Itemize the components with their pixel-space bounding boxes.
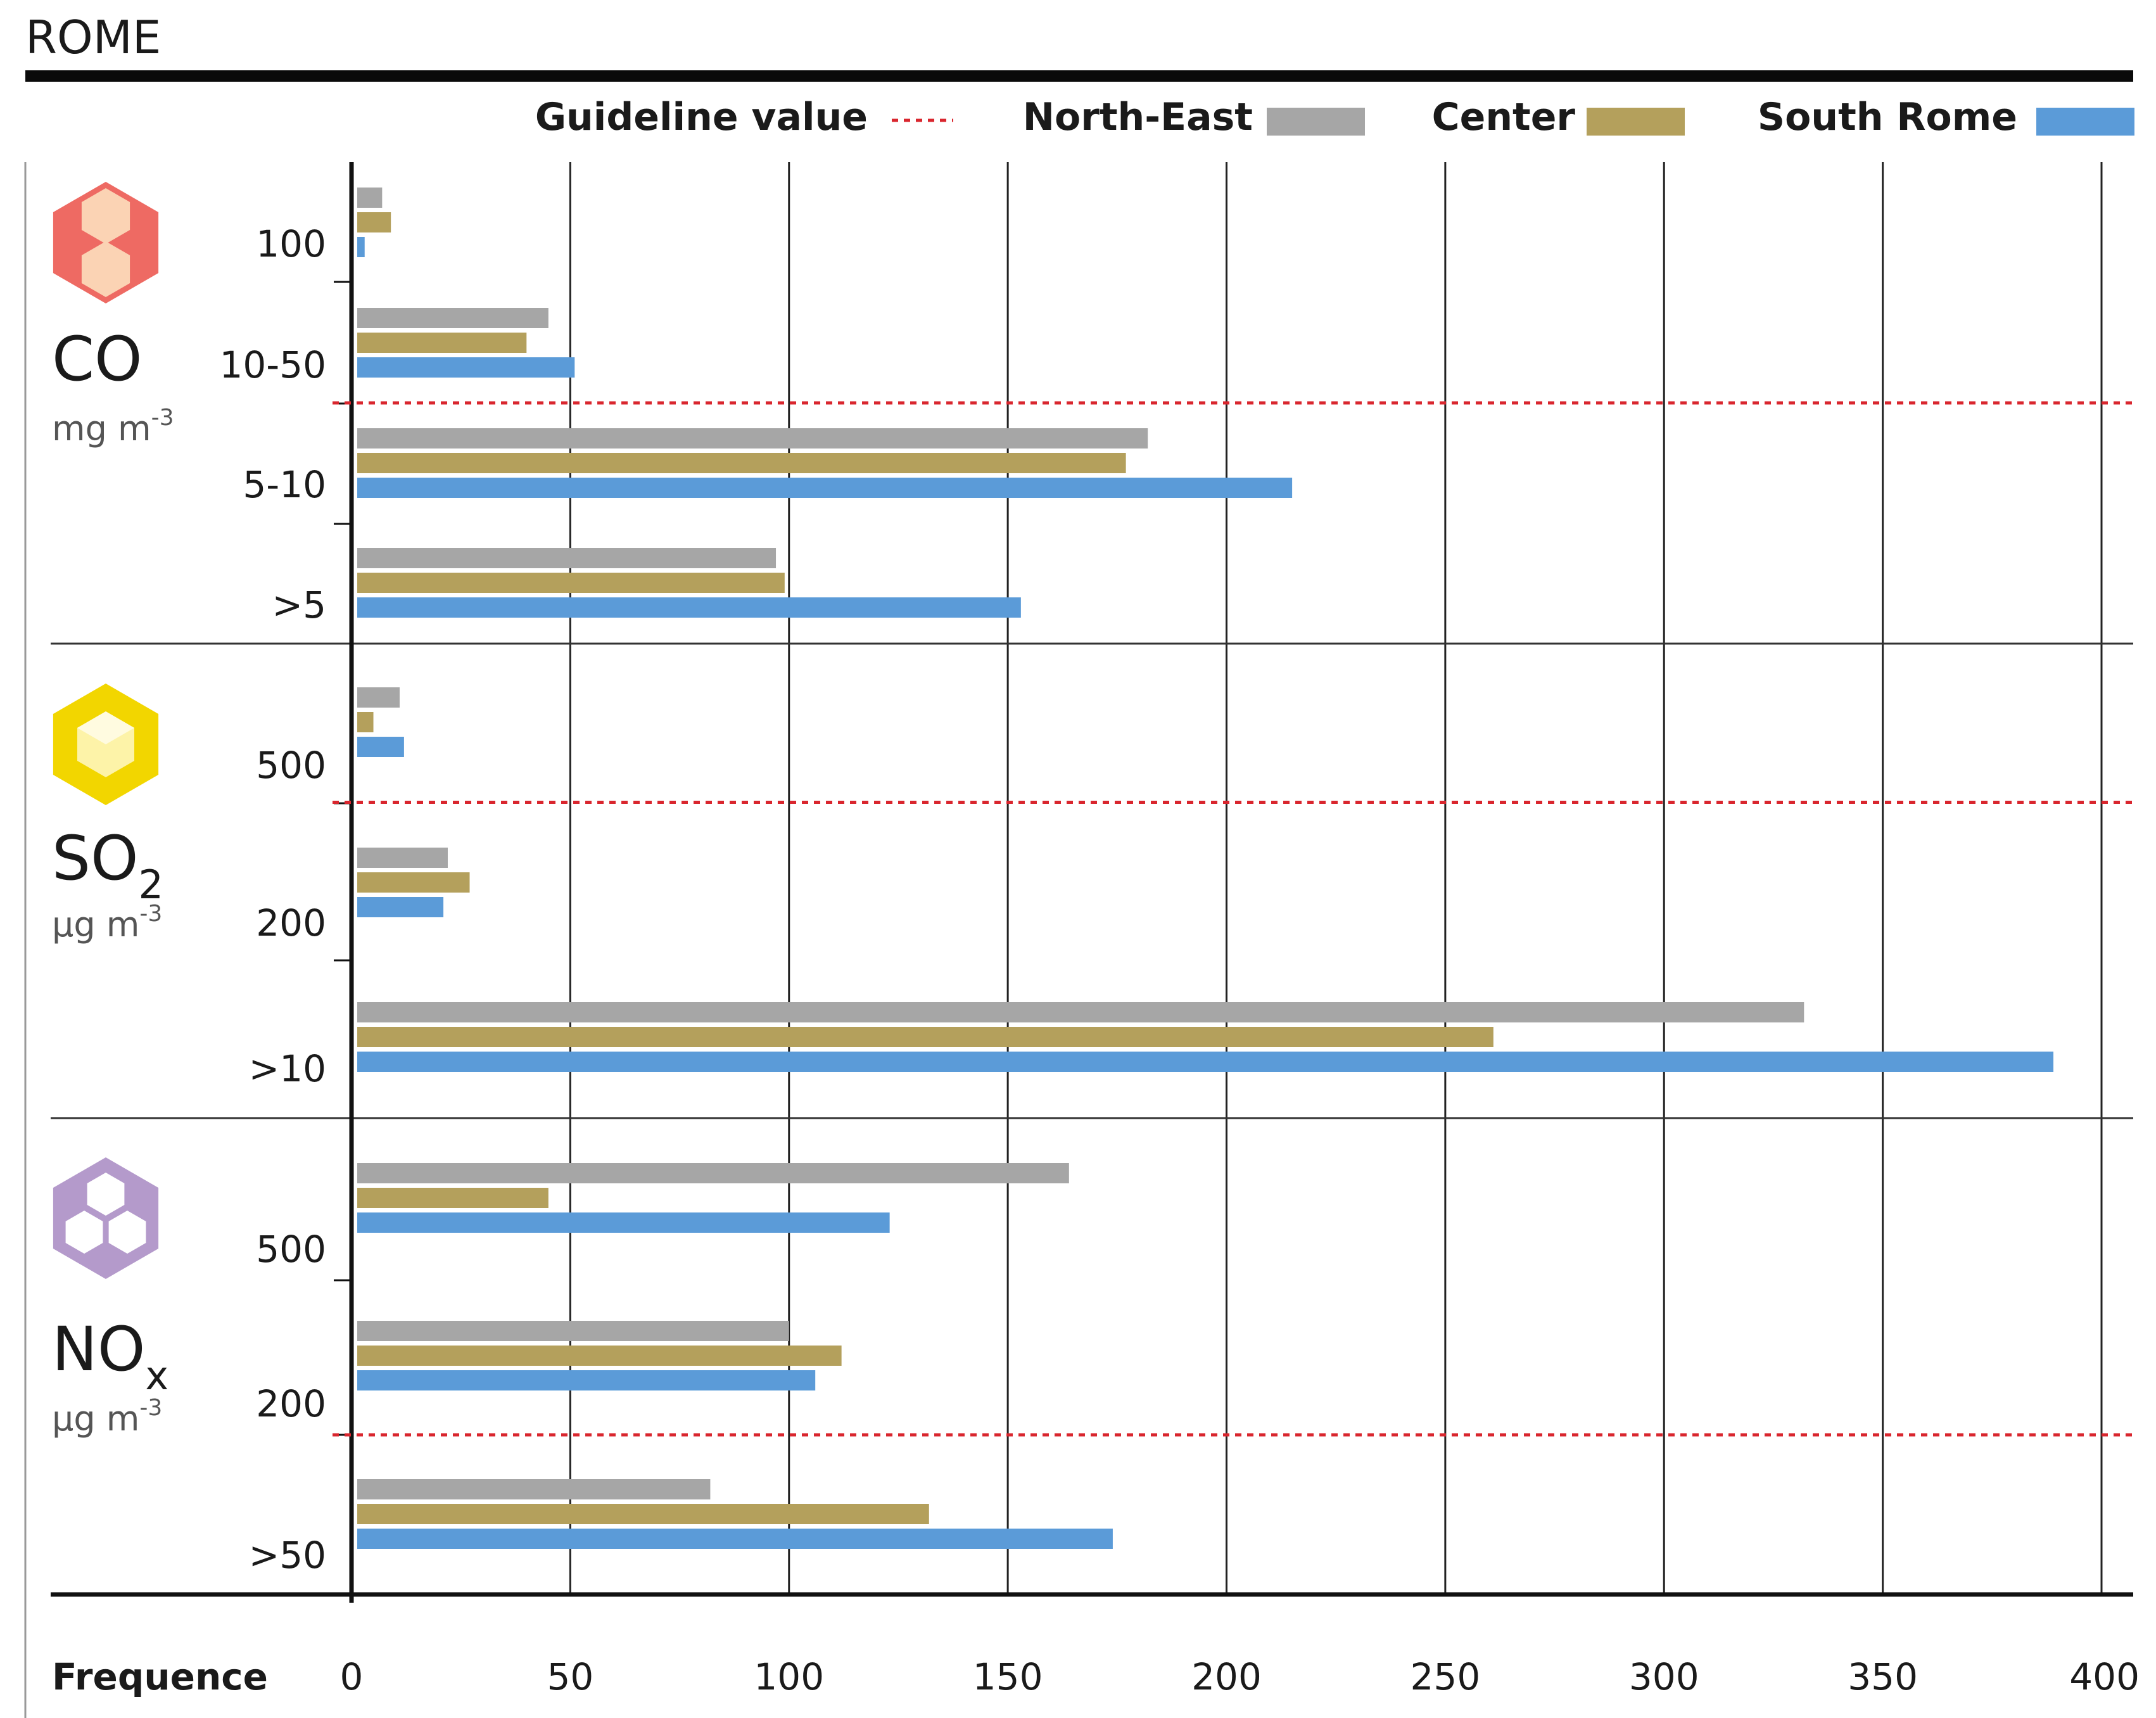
panel-1: CO mg m-3 100 10-50 5-10 >5 bbox=[52, 188, 2133, 627]
unit-base-3: µg m bbox=[52, 1399, 139, 1439]
bar-3-0-1 bbox=[357, 1188, 549, 1208]
legend-swatch-1 bbox=[1587, 108, 1685, 136]
bar-3-2-1 bbox=[357, 1504, 929, 1524]
pollutant-formula-3: NO bbox=[52, 1314, 145, 1385]
pollutant-subscript-2: 2 bbox=[139, 862, 163, 908]
so2-hexagon-icon bbox=[53, 684, 159, 805]
pollutant-name-1: CO bbox=[52, 324, 143, 395]
bar-1-2-0 bbox=[357, 428, 1148, 449]
category-label-2-0: 500 bbox=[256, 744, 326, 787]
co-hexagon-icon bbox=[53, 182, 159, 303]
x-tick-label-5: 250 bbox=[1411, 1655, 1481, 1698]
co-hexagon-icon-cell-top bbox=[81, 188, 130, 244]
bar-2-1-2 bbox=[357, 897, 444, 917]
legend: Guideline value North-East Center South Rom… bbox=[535, 95, 2134, 139]
bar-3-1-0 bbox=[357, 1321, 789, 1341]
unit-superscript-2: -3 bbox=[139, 901, 162, 927]
unit-superscript-1: -3 bbox=[151, 405, 174, 431]
co-hexagon-icon-cell-bottom bbox=[81, 241, 130, 297]
bar-1-3-2 bbox=[357, 597, 1021, 618]
category-label-3-0: 500 bbox=[256, 1228, 326, 1271]
pollutant-unit-2: µg m-3 bbox=[52, 901, 162, 945]
bar-2-0-0 bbox=[357, 687, 400, 708]
legend-label-2: South Rome bbox=[1758, 95, 2017, 139]
bar-3-1-1 bbox=[357, 1346, 842, 1366]
x-tick-label-0: 0 bbox=[340, 1655, 364, 1698]
category-label-1-2: 5-10 bbox=[243, 463, 326, 506]
legend-swatch-2 bbox=[2036, 108, 2134, 136]
bar-3-0-0 bbox=[357, 1163, 1069, 1183]
pollutant-unit-3: µg m-3 bbox=[52, 1395, 162, 1439]
chart-title: ROME bbox=[25, 11, 161, 64]
bar-3-0-2 bbox=[357, 1212, 890, 1233]
category-label-2-1: 200 bbox=[256, 901, 326, 945]
category-label-3-2: >50 bbox=[249, 1534, 326, 1577]
x-tick-labels: 0 50 100 150 200 250 300 350 400 bbox=[340, 1655, 2140, 1698]
x-tick-label-4: 200 bbox=[1191, 1655, 1262, 1698]
x-tick-label-6: 300 bbox=[1629, 1655, 1699, 1698]
category-label-1-0: 100 bbox=[256, 222, 326, 265]
bar-1-2-2 bbox=[357, 478, 1293, 498]
bar-1-0-2 bbox=[357, 237, 365, 257]
bar-1-1-0 bbox=[357, 308, 549, 328]
pollutant-name-2: SO2 bbox=[52, 823, 163, 908]
category-label-2-2: >10 bbox=[249, 1047, 326, 1090]
bar-3-1-2 bbox=[357, 1370, 816, 1390]
bar-3-2-0 bbox=[357, 1479, 711, 1499]
legend-guideline-label: Guideline value bbox=[535, 95, 868, 139]
nox-hexagon-icon-cell-left bbox=[65, 1211, 103, 1254]
bar-1-1-2 bbox=[357, 357, 575, 378]
x-tick-label-2: 100 bbox=[754, 1655, 824, 1698]
legend-swatch-0 bbox=[1267, 108, 1365, 136]
category-label-3-1: 200 bbox=[256, 1382, 326, 1425]
bar-1-0-0 bbox=[357, 188, 383, 208]
so2-hexagon-icon-cell-top bbox=[77, 711, 134, 744]
nox-hexagon-icon-cell-right bbox=[108, 1211, 146, 1254]
bar-1-0-1 bbox=[357, 212, 391, 232]
bar-2-2-0 bbox=[357, 1002, 1804, 1022]
title-rule bbox=[25, 70, 2133, 82]
bar-2-0-1 bbox=[357, 712, 374, 732]
bar-2-2-1 bbox=[357, 1027, 1493, 1047]
x-tick-label-3: 150 bbox=[973, 1655, 1043, 1698]
x-tick-label-8: 400 bbox=[2069, 1655, 2140, 1698]
pollutant-name-3: NOx bbox=[52, 1314, 168, 1399]
bar-2-1-0 bbox=[357, 848, 448, 868]
unit-base-1: mg m bbox=[52, 409, 151, 449]
x-axis-label: Frequence bbox=[52, 1655, 268, 1698]
legend-label-1: Center bbox=[1432, 95, 1576, 139]
x-tick-label-7: 350 bbox=[1848, 1655, 1918, 1698]
unit-superscript-3: -3 bbox=[139, 1395, 162, 1421]
pollutant-formula-2: SO bbox=[52, 823, 139, 894]
bar-1-1-1 bbox=[357, 333, 527, 353]
legend-label-0: North-East bbox=[1023, 95, 1253, 139]
bar-2-1-1 bbox=[357, 872, 470, 893]
bar-1-3-0 bbox=[357, 548, 777, 568]
category-label-1-3: >5 bbox=[272, 583, 327, 627]
bar-2-2-2 bbox=[357, 1052, 2054, 1072]
bar-1-3-1 bbox=[357, 573, 785, 593]
category-label-1-1: 10-50 bbox=[219, 343, 326, 386]
pollutant-formula-1: CO bbox=[52, 324, 143, 395]
nox-hexagon-icon-cell-top bbox=[87, 1173, 125, 1216]
bar-1-2-1 bbox=[357, 453, 1126, 473]
x-tick-label-1: 50 bbox=[547, 1655, 593, 1698]
bar-3-2-2 bbox=[357, 1529, 1113, 1549]
pollutant-unit-1: mg m-3 bbox=[52, 405, 174, 449]
nox-hexagon-icon bbox=[53, 1157, 159, 1279]
unit-base-2: µg m bbox=[52, 905, 139, 945]
pollutant-subscript-3: x bbox=[145, 1352, 168, 1399]
bar-2-0-2 bbox=[357, 737, 404, 757]
